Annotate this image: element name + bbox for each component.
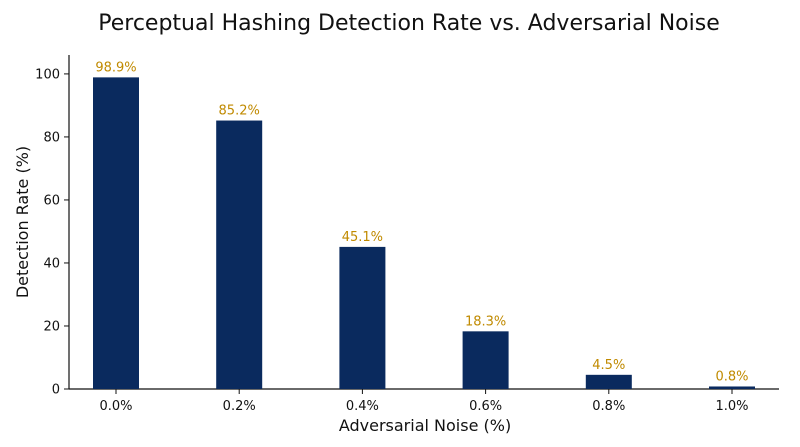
bar-5 [709, 386, 755, 389]
bar-1 [216, 120, 263, 390]
y-tick-label: 60 [43, 193, 60, 208]
bar-4 [585, 374, 632, 389]
data-label: 45.1% [342, 230, 383, 245]
bar-0 [93, 77, 139, 389]
x-axis-label: Adversarial Noise (%) [339, 416, 511, 435]
x-tick-label: 0.6% [469, 399, 502, 414]
x-tick-label: 0.4% [346, 399, 379, 414]
y-tick-label: 20 [43, 319, 60, 334]
data-label: 0.8% [715, 369, 748, 384]
x-tick-label: 0.2% [223, 399, 256, 414]
bar-2 [339, 246, 386, 389]
y-tick-label: 80 [43, 130, 60, 145]
plot-area: 0 20 40 60 80 100 98.9% 0.0% 85.2% 0.2% 45.1% 0.4% 1… [35, 55, 779, 414]
x-tick-label: 0.0% [99, 399, 132, 414]
chart-title: Perceptual Hashing Detection Rate vs. Ad… [98, 11, 720, 36]
y-tick-label: 0 [52, 383, 60, 398]
y-axis-label: Detection Rate (%) [13, 146, 32, 298]
data-label: 85.2% [219, 104, 260, 119]
bar-3 [462, 331, 509, 389]
data-label: 18.3% [465, 314, 506, 329]
y-tick-label: 40 [43, 256, 60, 271]
data-label: 98.9% [95, 60, 136, 75]
data-label: 4.5% [592, 358, 625, 373]
x-tick-label: 0.8% [592, 399, 625, 414]
x-tick-label: 1.0% [715, 399, 748, 414]
y-tick-label: 100 [35, 67, 60, 82]
